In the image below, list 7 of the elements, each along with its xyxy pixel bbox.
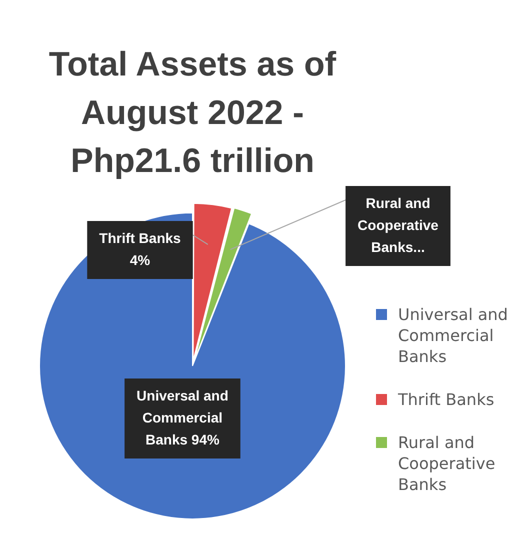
chart-title: Total Assets as of August 2022 - Php21.6 trillion [48, 46, 337, 180]
legend-label: Rural and Cooperative Banks [398, 433, 496, 494]
data-label: Universal and Commercial Banks 94% [136, 387, 228, 448]
legend-label: Universal and Commercial Banks [398, 305, 508, 366]
data-label: Thrift Banks 4% [99, 230, 182, 268]
legend-label: Thrift Banks [398, 390, 494, 409]
data-label: Rural and Cooperative Banks... [358, 194, 439, 255]
